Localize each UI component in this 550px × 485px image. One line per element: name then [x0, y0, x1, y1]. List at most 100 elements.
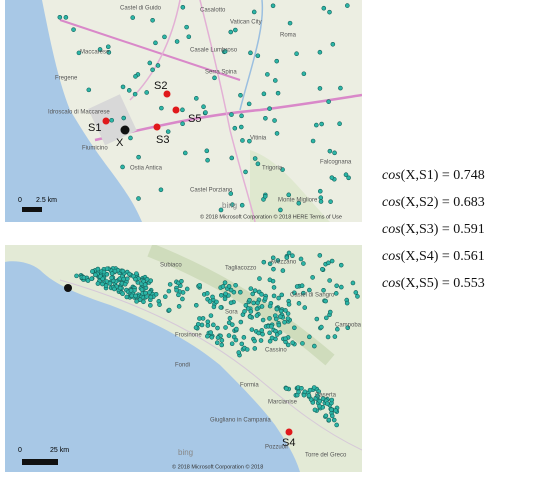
poi-dot [260, 331, 265, 337]
poi-dot [227, 315, 233, 321]
poi-dot [326, 260, 331, 266]
poi-dot [155, 63, 161, 68]
poi-dot [133, 293, 138, 299]
poi-dot [259, 328, 265, 333]
poi-dot [107, 281, 113, 286]
poi-dot [203, 110, 208, 115]
poi-dot [271, 285, 277, 290]
poi-dot [247, 138, 252, 144]
equation: cos(X,S5) = 0.553 [382, 276, 485, 292]
poi-dot [317, 403, 322, 409]
poi-dot [251, 300, 256, 306]
poi-dot [345, 3, 350, 8]
poi-dot [314, 316, 320, 322]
poi-dot [271, 266, 276, 272]
poi-dot [269, 335, 275, 341]
function: cos [382, 249, 401, 264]
poi-dot [112, 286, 117, 292]
poi-dot [153, 291, 159, 297]
scale-zero: 0 [18, 197, 22, 204]
poi-dot [205, 157, 210, 163]
top-overlay: S1 S2 S3 S5 X 0 2.5 km bing © 2018 Micro… [18, 80, 342, 221]
poi-dot [205, 319, 211, 325]
marker-label: X [116, 137, 124, 149]
place-label: Giugliano in Campania [210, 418, 271, 424]
poi-dot [276, 295, 281, 301]
place-label: Pozzuoli [265, 445, 288, 451]
poi-dot [243, 303, 249, 308]
poi-dot [284, 386, 289, 391]
poi-dot [334, 283, 339, 289]
poi-dot [228, 287, 234, 293]
scale-label: 2.5 km [36, 197, 57, 204]
poi-dot [302, 305, 308, 310]
place-label: Tagliacozzo [225, 266, 257, 272]
poi-dot [282, 319, 287, 325]
poi-dot [228, 300, 234, 306]
marker-s2 [163, 90, 171, 98]
poi-dot [277, 330, 283, 335]
poi-dot [275, 258, 281, 263]
place-label: Marcianise [268, 400, 298, 406]
poi-dot [326, 99, 331, 104]
poi-dot [208, 330, 213, 335]
poi-dot [298, 256, 304, 262]
place-label: Trigoria [262, 166, 283, 172]
poi-dot [257, 276, 262, 281]
poi-dot [122, 281, 128, 287]
poi-dot [274, 306, 280, 312]
poi-dot [247, 314, 253, 320]
poi-dot [89, 276, 94, 282]
poi-dot [278, 314, 283, 319]
poi-dot [228, 191, 234, 196]
poi-dot [215, 335, 221, 340]
poi-dot [194, 96, 199, 101]
poi-dot [329, 175, 335, 180]
poi-dot [262, 194, 268, 199]
marker-s5 [172, 106, 180, 114]
poi-dot [95, 281, 101, 286]
poi-dot [296, 301, 302, 306]
poi-dot [252, 338, 257, 344]
marker-label: S2 [154, 80, 167, 92]
poi-dot [267, 277, 273, 283]
equation-text: (X,S2) = 0.683 [400, 195, 485, 210]
poi-dot [319, 121, 324, 127]
poi-dot [267, 261, 273, 267]
poi-dot [315, 393, 320, 399]
poi-dot [180, 107, 185, 113]
poi-dot [148, 294, 154, 300]
poi-dot [124, 294, 130, 300]
poi-dot [274, 131, 280, 136]
poi-dot [287, 20, 293, 26]
poi-dot [332, 334, 338, 339]
poi-dot [273, 316, 279, 322]
poi-dot [120, 84, 126, 90]
poi-dot [301, 261, 306, 266]
place-label: Frosinone [175, 333, 202, 339]
poi-dot [162, 34, 167, 40]
poi-dot [259, 292, 264, 297]
poi-dot [222, 280, 228, 285]
poi-dot [329, 413, 335, 419]
poi-dot [130, 15, 136, 20]
poi-dot [246, 101, 252, 107]
place-label: Subiaco [160, 263, 182, 269]
top-map [5, 0, 362, 222]
poi-dot [200, 316, 206, 321]
poi-dot [290, 340, 295, 346]
poi-dot [252, 346, 258, 351]
poi-dot [310, 275, 315, 280]
poi-dot [238, 319, 244, 325]
poi-dot [278, 207, 283, 213]
marker-label: S3 [156, 134, 169, 146]
poi-dot [267, 316, 272, 321]
poi-dot [329, 397, 335, 403]
place-label: Cassino [265, 348, 287, 354]
poi-dot [318, 199, 324, 204]
poi-dot [117, 285, 123, 291]
poi-dot [81, 275, 87, 280]
poi-dot [132, 91, 138, 97]
poi-dot [319, 324, 324, 330]
poi-dot [229, 155, 235, 161]
